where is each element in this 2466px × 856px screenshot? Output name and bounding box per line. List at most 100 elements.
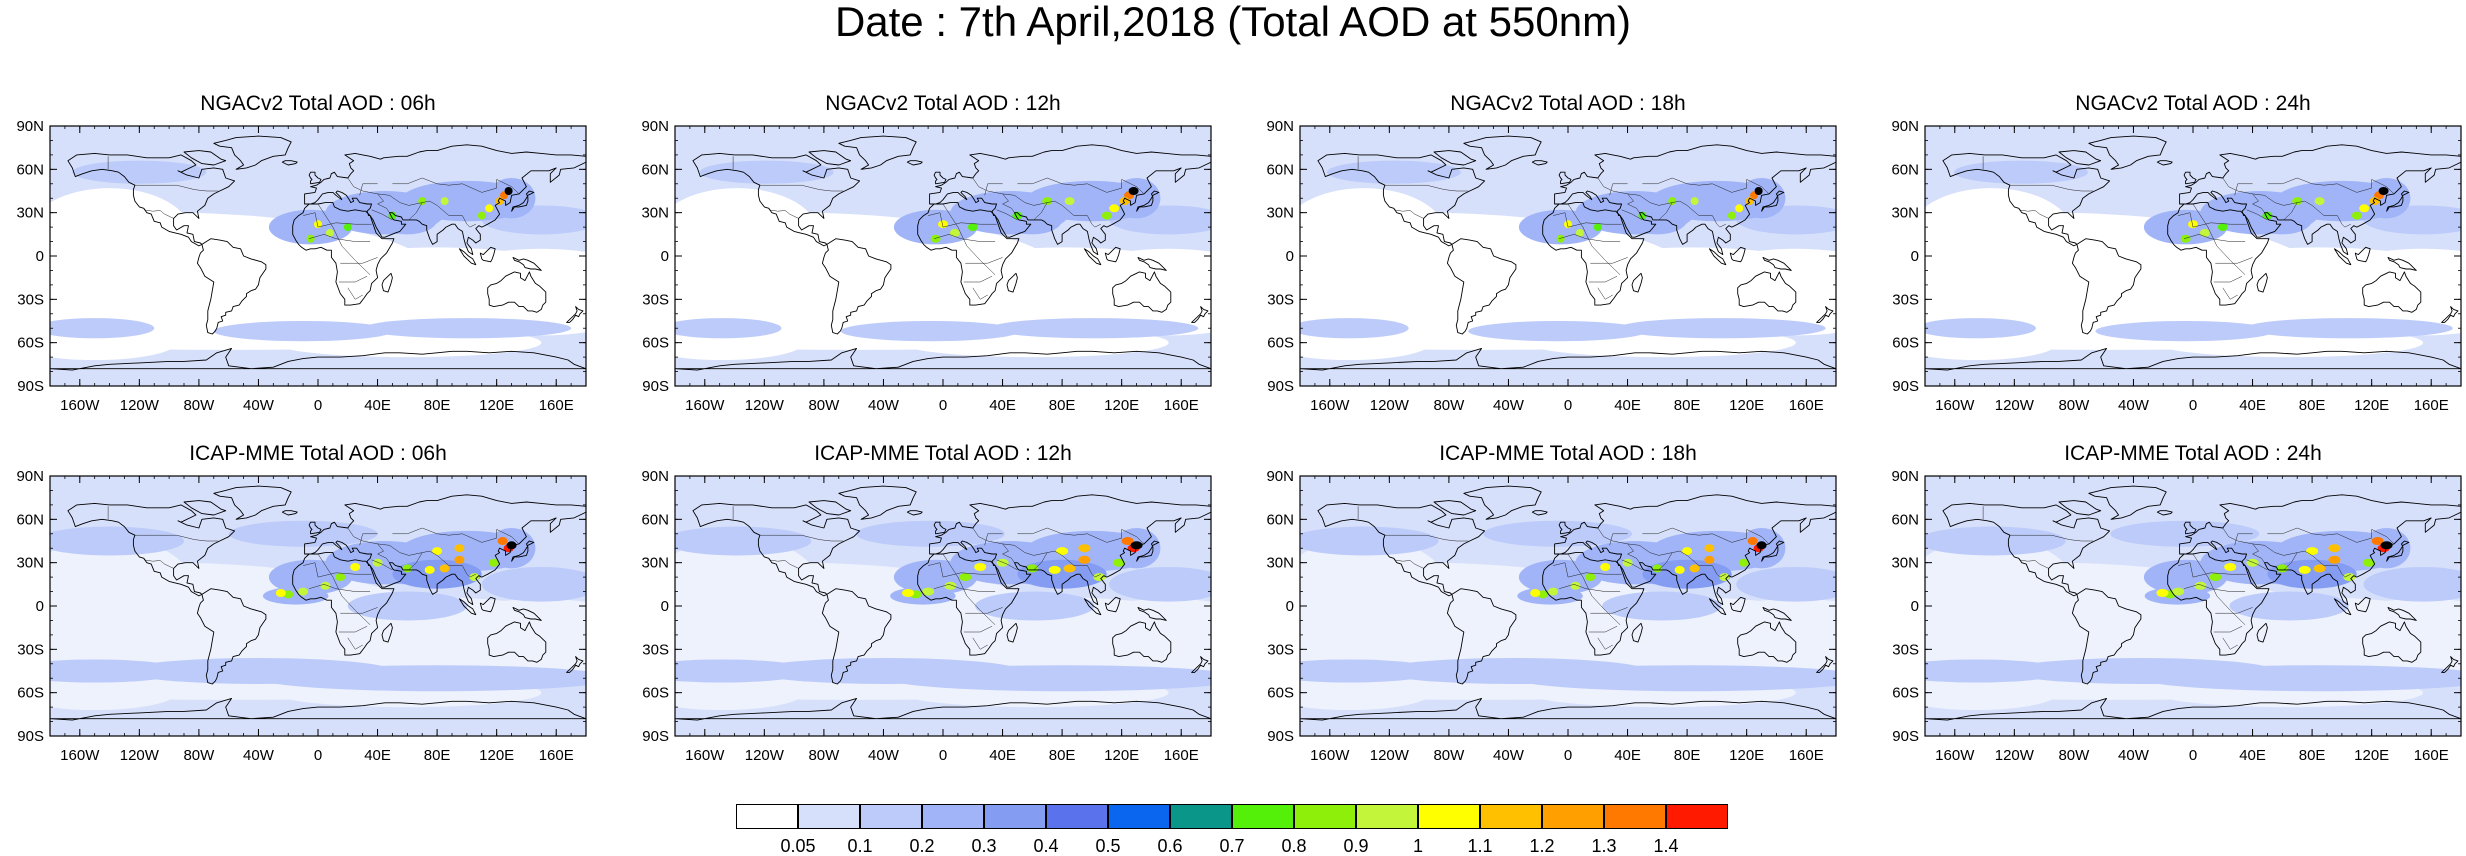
lon-label: 0 xyxy=(1564,747,1572,764)
country-border xyxy=(1017,527,1145,545)
aod-field-patch xyxy=(50,538,192,631)
coast-new-zealand xyxy=(1191,306,1209,323)
lon-label: 160W xyxy=(60,747,100,764)
coast-baffin xyxy=(808,500,852,516)
country-border xyxy=(359,533,378,546)
aod-field-patch xyxy=(2110,520,2260,547)
aod-field-patch xyxy=(2246,558,2259,567)
lon-label: 40E xyxy=(364,397,391,414)
lon-label: 120E xyxy=(1104,747,1139,764)
country-border xyxy=(928,212,997,228)
aod-field-patch xyxy=(2292,197,2303,206)
aod-field-patch xyxy=(930,234,941,243)
aod-field-patch xyxy=(1063,564,1076,573)
aod-field-patch xyxy=(350,563,361,571)
aod-field-patch xyxy=(1738,558,1749,567)
lat-label: 90S xyxy=(17,378,44,395)
aod-field-patch xyxy=(902,589,914,597)
coast-japan xyxy=(2386,540,2410,562)
aod-map: 90N 60N 30N 0 30S 60S 90S 160W 120W 80W 40W 0 40E 80E… xyxy=(1266,118,1837,414)
aod-field-patch xyxy=(469,573,480,582)
panel-title: NGACv2 Total AOD : 18h xyxy=(1450,92,1686,115)
aod-field-patch xyxy=(2362,177,2411,219)
lat-label: 60N xyxy=(641,511,669,528)
aod-field-patch xyxy=(454,544,465,553)
lat-label: 30N xyxy=(641,555,669,572)
coast-australia xyxy=(1737,621,1797,663)
lon-label: 40E xyxy=(1614,747,1641,764)
lon-label: 160E xyxy=(2414,397,2449,414)
coast-eurasia xyxy=(1554,144,1836,256)
colorbar-label: 0.5 xyxy=(1095,836,1121,856)
coast-uk xyxy=(1558,521,1572,535)
aod-field-patch xyxy=(439,564,450,573)
country-border xyxy=(1559,584,1621,592)
colorbar-label: 0.05 xyxy=(780,836,816,856)
lon-label: 40E xyxy=(989,397,1016,414)
country-border xyxy=(2267,527,2395,545)
aod-field-patch xyxy=(481,566,586,602)
coast-eurasia xyxy=(2179,494,2461,606)
country-border xyxy=(1384,184,1469,192)
coast-north-america xyxy=(1942,502,2111,597)
panel-title: ICAP-MME Total AOD : 06h xyxy=(189,442,447,465)
aod-field-patch xyxy=(2363,566,2461,602)
coastlines xyxy=(675,135,1211,371)
lon-label: 160E xyxy=(1789,397,1824,414)
aod-field-patch xyxy=(2362,558,2375,567)
lat-label: 30S xyxy=(17,641,44,658)
colorbar-swatch xyxy=(1356,804,1418,829)
aod-field xyxy=(1300,126,1836,386)
country-border xyxy=(462,215,476,228)
aod-field-patch xyxy=(418,197,427,206)
country-border xyxy=(462,565,476,578)
country-border xyxy=(359,183,378,196)
country-border xyxy=(1609,533,1628,546)
country-border xyxy=(2222,287,2238,300)
coast-greenland xyxy=(2088,485,2167,520)
aod-field-patch xyxy=(1556,234,1565,243)
country-border xyxy=(984,183,1003,196)
lon-label: 40W xyxy=(243,747,275,764)
aod-field-patch xyxy=(1642,559,1732,589)
lat-label: 30S xyxy=(1892,291,1919,308)
coast-baffin xyxy=(808,150,852,166)
aod-field-patch xyxy=(2303,248,2461,336)
coast-borneo xyxy=(2354,596,2371,613)
country-border xyxy=(2337,215,2351,228)
aod-field xyxy=(1300,476,1836,736)
lat-label: 30N xyxy=(16,205,44,222)
coast-north-america xyxy=(692,502,861,597)
coast-new-zealand xyxy=(566,306,584,323)
coast-uk xyxy=(933,521,947,535)
lon-label: 40E xyxy=(989,747,1016,764)
coast-greenland xyxy=(838,485,917,520)
aod-field-patch xyxy=(362,318,572,339)
lon-label: 160E xyxy=(2414,747,2449,764)
coast-sumatra xyxy=(1083,598,1102,616)
coast-iceland xyxy=(906,510,923,516)
coast-australia xyxy=(1112,621,1172,663)
lat-label: 90N xyxy=(16,118,44,135)
aod-field-patch xyxy=(1585,573,1596,582)
coast-baffin xyxy=(183,150,227,166)
main-title: Date : 7th April,2018 (Total AOD at 550n… xyxy=(834,0,1632,45)
country-border xyxy=(1393,559,1424,569)
aod-field-patch xyxy=(314,220,322,229)
country-border xyxy=(934,584,996,592)
country-border xyxy=(2283,202,2298,221)
aod-field-patch xyxy=(1112,558,1125,567)
map-panel-ngacv2-06h: NGACv2 Total AOD : 06h 90N 60N 30N 0 30S 60S 90… xyxy=(16,92,587,414)
coast-antarctica xyxy=(1300,347,1836,371)
coast-north-america xyxy=(1317,152,1486,247)
aod-field-patch xyxy=(974,563,987,571)
country-border xyxy=(768,209,799,219)
lon-label: 40W xyxy=(1493,397,1525,414)
aod-field-patch xyxy=(1112,177,1161,219)
coast-uk xyxy=(2183,171,2197,185)
aod-field-patch xyxy=(320,581,331,590)
colorbar-label: 0.7 xyxy=(1219,836,1245,856)
panel-title: NGACv2 Total AOD : 12h xyxy=(825,92,1061,115)
coast-iceland xyxy=(1531,160,1548,166)
coast-uk xyxy=(2183,521,2197,535)
